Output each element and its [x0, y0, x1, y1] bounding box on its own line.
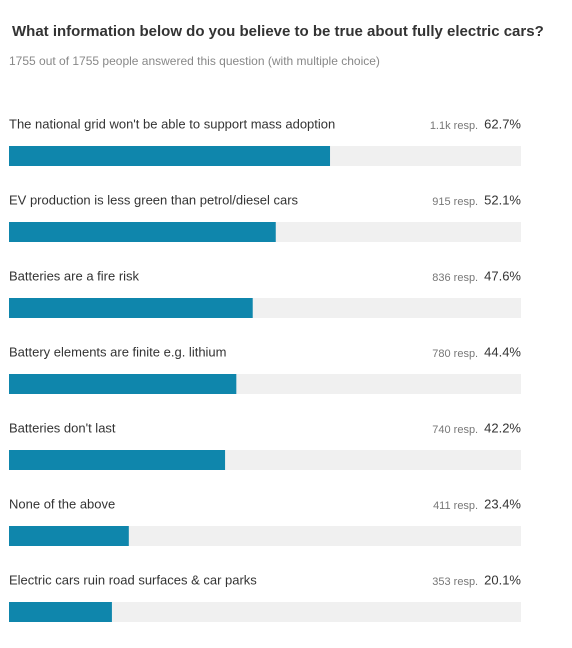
bar [9, 450, 226, 470]
percent-label: 44.4% [484, 344, 521, 359]
response-count: 411 resp. [433, 500, 478, 512]
percent-label: 62.7% [484, 116, 521, 131]
option-label: Batteries don't last [9, 420, 116, 435]
option-label: Battery elements are finite e.g. lithium [9, 344, 227, 359]
bar [9, 222, 276, 242]
bar [9, 298, 253, 318]
bar [9, 374, 237, 394]
percent-label: 23.4% [484, 496, 521, 511]
percent-label: 42.2% [484, 420, 521, 435]
response-count: 915 resp. [432, 196, 478, 208]
percent-label: 52.1% [484, 192, 521, 207]
response-count: 780 resp. [432, 348, 478, 360]
bar-track [9, 526, 521, 546]
option-label: The national grid won't be able to suppo… [9, 116, 335, 131]
answer-count: 1755 out of 1755 people answered this qu… [9, 54, 380, 68]
response-count: 740 resp. [432, 424, 478, 436]
option-label: EV production is less green than petrol/… [9, 192, 299, 207]
bar [9, 602, 112, 622]
question-title: What information below do you believe to… [12, 23, 544, 40]
bar [9, 146, 331, 166]
bar [9, 526, 129, 546]
option-label: Electric cars ruin road surfaces & car p… [9, 572, 257, 587]
percent-label: 20.1% [484, 572, 521, 587]
option-label: None of the above [9, 496, 115, 511]
percent-label: 47.6% [484, 268, 521, 283]
response-count: 1.1k resp. [430, 120, 478, 132]
response-count: 353 resp. [432, 576, 478, 588]
bar-track [9, 602, 521, 622]
response-count: 836 resp. [432, 272, 478, 284]
option-label: Batteries are a fire risk [9, 268, 140, 283]
